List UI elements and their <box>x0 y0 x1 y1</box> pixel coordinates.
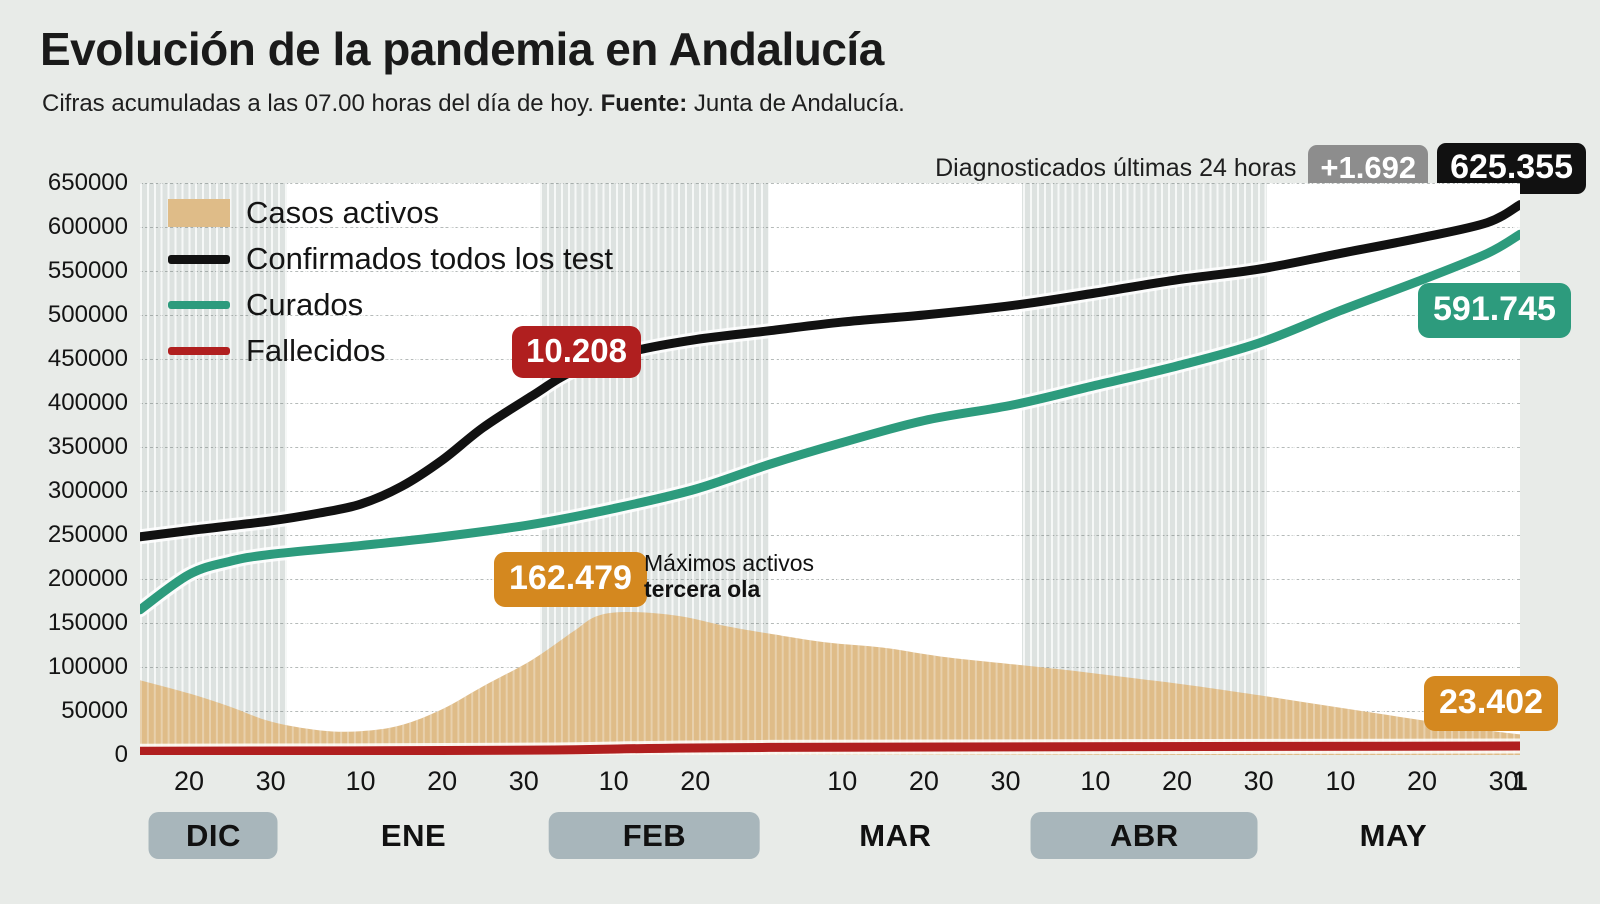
legend-label: Curados <box>246 287 364 322</box>
x-tick-label-15: 30 <box>1488 766 1519 796</box>
y-tick-label-500000: 500000 <box>47 301 128 328</box>
annotation-line-1: Máximos activos <box>644 550 814 576</box>
month-label-ENE: ENE <box>380 817 447 853</box>
x-tick-label-1: 30 <box>255 766 286 796</box>
month-label-MAY: MAY <box>1359 817 1428 853</box>
y-tick-label-100000: 100000 <box>47 653 128 680</box>
x-tick-label-13: 10 <box>1325 766 1356 796</box>
x-tick-label-8: 20 <box>908 766 939 796</box>
legend-swatch-icon <box>168 301 230 309</box>
legend-swatch-icon <box>168 347 230 355</box>
x-tick-label-14: 20 <box>1406 766 1438 796</box>
legend-item-0: Casos activos <box>168 190 613 236</box>
x-tick-label-2: 10 <box>345 766 376 796</box>
legend-label: Fallecidos <box>246 333 386 368</box>
x-tick-label-9: 30 <box>990 766 1021 796</box>
y-tick-label-450000: 450000 <box>47 345 128 372</box>
maximos-activos-badge: 162.479 <box>494 552 647 607</box>
maximos-activos-annotation: Máximos activos tercera ola <box>644 550 814 602</box>
series-line-confirmados-todos-los-test <box>140 200 1520 542</box>
month-label-DIC: DIC <box>149 812 278 859</box>
y-tick-label-350000: 350000 <box>47 433 128 460</box>
legend-label: Confirmados todos los test <box>246 241 614 276</box>
series-line-fallecidos <box>140 741 1520 755</box>
x-tick-label-16: 1 <box>1512 766 1528 796</box>
subtitle-source-label: Fuente: <box>600 90 688 117</box>
month-label-MAR: MAR <box>859 817 932 853</box>
legend-swatch-icon <box>168 199 230 227</box>
page-subtitle: Cifras acumuladas a las 07.00 horas del … <box>42 90 905 118</box>
x-tick-label-11: 20 <box>1162 766 1193 796</box>
y-tick-label-300000: 300000 <box>47 477 128 504</box>
curados-value-badge: 591.745 <box>1418 283 1571 338</box>
legend-item-2: Curados <box>168 282 613 328</box>
chart-series-svg <box>140 197 1520 755</box>
x-tick-label-4: 30 <box>508 766 539 796</box>
fallecidos-value-badge: 10.208 <box>512 326 641 378</box>
y-tick-label-0: 0 <box>114 741 128 768</box>
y-tick-label-600000: 600000 <box>47 213 128 240</box>
diagnosed-label: Diagnosticados últimas 24 horas <box>935 154 1297 182</box>
series-area-casos-activos <box>140 612 1520 755</box>
legend-item-1: Confirmados todos los test <box>168 236 613 282</box>
month-label-FEB: FEB <box>549 812 760 859</box>
x-tick-label-7: 10 <box>827 766 858 796</box>
y-tick-label-200000: 200000 <box>47 565 128 592</box>
x-tick-label-12: 30 <box>1243 766 1274 796</box>
y-tick-label-650000: 650000 <box>47 169 128 196</box>
y-tick-label-250000: 250000 <box>47 521 128 548</box>
diagnosed-summary: Diagnosticados últimas 24 horas +1.692 6… <box>935 143 1586 194</box>
subtitle-text-pre: Cifras acumuladas a las 07.00 horas del … <box>42 90 601 117</box>
y-tick-label-50000: 50000 <box>61 697 128 724</box>
activos-value-badge: 23.402 <box>1424 676 1558 731</box>
x-tick-label-10: 10 <box>1080 766 1111 796</box>
y-tick-label-150000: 150000 <box>47 609 128 636</box>
subtitle-text-post: Junta de Andalucía. <box>687 90 905 117</box>
x-tick-label-0: 20 <box>173 766 205 796</box>
annotation-line-2: tercera ola <box>644 576 761 603</box>
legend-item-3: Fallecidos <box>168 328 613 374</box>
legend-label: Casos activos <box>246 195 439 230</box>
x-tick-label-6: 20 <box>680 766 711 796</box>
x-tick-label-3: 20 <box>427 766 458 796</box>
legend-swatch-icon <box>168 254 230 264</box>
y-tick-label-400000: 400000 <box>47 389 128 416</box>
series-line-curados <box>140 229 1520 615</box>
month-label-ABR: ABR <box>1030 812 1258 859</box>
chart-legend: Casos activos Confirmados todos los test C… <box>168 190 613 374</box>
page-title: Evolución de la pandemia en Andalucía <box>40 23 884 75</box>
y-tick-label-550000: 550000 <box>47 257 128 284</box>
x-tick-label-5: 10 <box>598 766 629 796</box>
